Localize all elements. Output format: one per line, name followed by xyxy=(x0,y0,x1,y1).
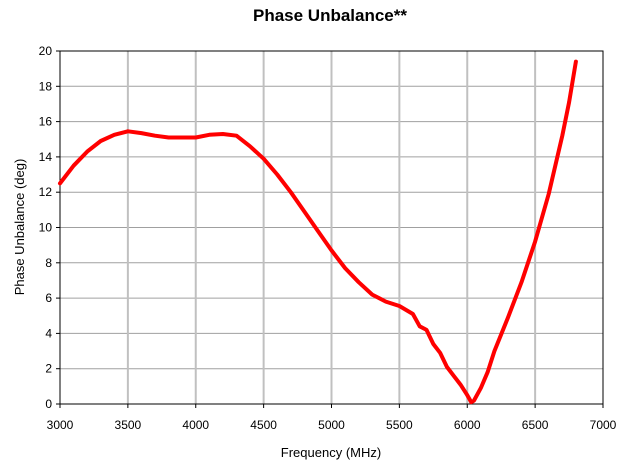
y-tick-label: 14 xyxy=(39,150,53,164)
x-tick-label: 4500 xyxy=(250,418,277,432)
y-tick-label: 10 xyxy=(39,221,53,235)
grid xyxy=(60,51,603,404)
x-tick-label: 4000 xyxy=(182,418,209,432)
x-tick-label: 6500 xyxy=(522,418,549,432)
y-axis-title: Phase Unbalance (deg) xyxy=(12,159,27,296)
chart-title: Phase Unbalance** xyxy=(252,6,407,25)
axis-ticks xyxy=(56,50,604,408)
x-tick-label: 3500 xyxy=(115,418,142,432)
y-tick-label: 2 xyxy=(45,362,52,376)
x-tick-label: 5500 xyxy=(386,418,413,432)
y-tick-label: 0 xyxy=(45,397,52,411)
x-tick-label: 6000 xyxy=(454,418,481,432)
y-tick-label: 6 xyxy=(45,291,52,305)
phase-unbalance-line xyxy=(58,59,578,405)
y-tick-label: 20 xyxy=(39,44,53,58)
y-tick-label: 12 xyxy=(39,185,53,199)
x-axis-title: Frequency (MHz) xyxy=(281,445,381,460)
y-tick-label: 4 xyxy=(45,326,52,340)
y-tick-label: 8 xyxy=(45,256,52,270)
series-layer xyxy=(58,59,578,405)
y-tick-labels: 0 2 4 6 8 10 12 14 16 18 20 xyxy=(39,44,53,411)
y-tick-label: 16 xyxy=(39,115,53,129)
x-tick-label: 7000 xyxy=(590,418,617,432)
x-tick-labels: 3000 3500 4000 4500 5000 5500 6000 6500 7000 xyxy=(47,418,617,432)
x-tick-label: 3000 xyxy=(47,418,74,432)
y-tick-label: 18 xyxy=(39,79,53,93)
x-tick-label: 5000 xyxy=(318,418,345,432)
